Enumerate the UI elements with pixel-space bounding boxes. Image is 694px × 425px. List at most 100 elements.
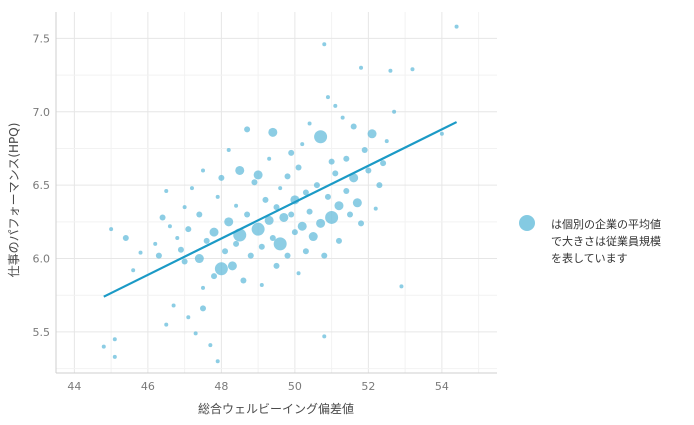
data-point <box>214 262 228 276</box>
y-tick-label: 7.5 <box>33 32 51 45</box>
data-point <box>325 210 339 224</box>
data-point <box>201 285 205 290</box>
data-point <box>302 189 309 196</box>
data-point <box>380 160 387 167</box>
data-point <box>112 354 117 359</box>
data-point <box>244 126 251 133</box>
data-point <box>234 203 239 208</box>
data-point <box>226 147 231 152</box>
data-point <box>122 234 129 241</box>
data-points <box>101 24 459 364</box>
data-point <box>279 212 289 222</box>
data-point <box>296 271 301 276</box>
data-point <box>367 129 377 139</box>
y-tick-label: 6.0 <box>33 253 51 266</box>
data-point <box>171 303 176 308</box>
data-point <box>399 284 404 289</box>
data-point <box>340 115 345 120</box>
data-point <box>208 343 213 348</box>
data-point <box>439 131 444 136</box>
x-axis-title: 総合ウェルビーイング偏差値 <box>198 401 354 416</box>
data-point <box>349 173 359 183</box>
axes <box>55 12 497 374</box>
data-point <box>392 109 397 114</box>
data-point <box>175 235 180 240</box>
data-point <box>332 170 339 177</box>
data-point <box>259 282 264 287</box>
data-point <box>454 24 459 29</box>
y-tick-labels: 5.5 6.0 6.5 7.0 7.5 <box>33 32 51 338</box>
data-point <box>164 322 169 327</box>
data-point <box>233 240 240 247</box>
data-point <box>410 67 415 72</box>
data-point <box>251 179 258 186</box>
data-point <box>155 252 162 259</box>
data-point <box>359 65 364 70</box>
x-tick-label: 50 <box>288 380 302 393</box>
data-point <box>201 168 205 173</box>
x-tick-label: 44 <box>67 380 81 393</box>
x-tick-labels: 44 46 48 50 52 54 <box>67 380 449 393</box>
data-point <box>258 243 265 250</box>
data-point <box>181 258 188 265</box>
data-point <box>343 188 350 195</box>
data-point <box>322 334 327 339</box>
x-tick-label: 54 <box>435 380 449 393</box>
data-point <box>365 167 372 174</box>
data-point <box>159 214 166 221</box>
trend-line <box>103 121 458 298</box>
data-point <box>328 158 335 165</box>
data-point <box>268 127 278 137</box>
data-point <box>109 227 114 232</box>
data-point <box>164 189 169 194</box>
data-point <box>373 206 378 211</box>
data-point <box>288 211 295 218</box>
data-point <box>376 182 383 189</box>
data-point <box>218 174 225 181</box>
data-point <box>273 204 280 211</box>
data-point <box>334 201 344 211</box>
data-point <box>253 170 263 180</box>
data-point <box>267 156 272 161</box>
y-tick-label: 7.0 <box>33 106 51 119</box>
y-axis-title: 仕事のパフォーマンス(HPQ) <box>7 123 21 278</box>
data-point <box>384 139 389 144</box>
data-point <box>227 261 237 271</box>
data-point <box>273 237 287 251</box>
data-point <box>185 226 192 233</box>
data-point <box>291 229 298 236</box>
data-point <box>324 193 331 200</box>
data-point <box>200 305 206 312</box>
data-point <box>322 42 327 47</box>
data-point <box>251 222 265 236</box>
data-point <box>273 262 280 269</box>
data-point <box>209 227 219 237</box>
legend-line-1: は個別の企業の平均値 <box>551 217 661 231</box>
data-point <box>302 248 309 255</box>
data-point <box>300 142 305 147</box>
grid <box>56 12 497 373</box>
data-point <box>215 359 220 364</box>
data-point <box>235 165 245 175</box>
data-point <box>388 68 393 73</box>
legend-marker <box>519 215 535 231</box>
data-point <box>193 331 198 336</box>
data-point <box>138 250 143 255</box>
data-point <box>167 224 172 229</box>
data-point <box>131 268 136 273</box>
legend-line-3: を表しています <box>551 251 628 265</box>
data-point <box>182 205 187 210</box>
data-point <box>203 237 210 244</box>
data-point <box>306 208 313 215</box>
x-tick-label: 46 <box>141 380 155 393</box>
data-point <box>284 173 291 180</box>
data-point <box>350 123 357 130</box>
data-point <box>196 211 203 218</box>
data-point <box>313 182 320 189</box>
data-point <box>269 234 276 241</box>
data-point <box>278 186 283 191</box>
data-point <box>240 277 247 284</box>
data-point <box>307 121 312 126</box>
data-point <box>347 211 353 218</box>
